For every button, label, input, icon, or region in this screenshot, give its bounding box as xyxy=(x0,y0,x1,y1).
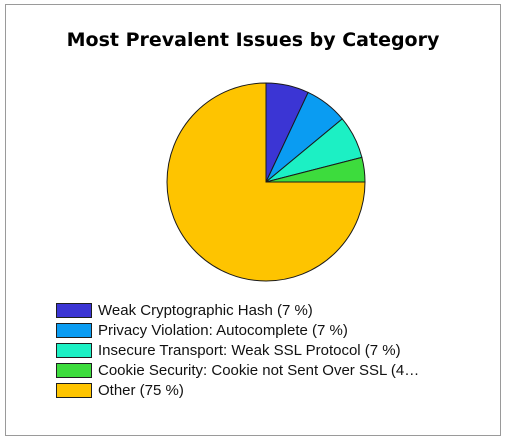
legend-swatch xyxy=(56,363,92,378)
legend-item: Privacy Violation: Autocomplete (7 %) xyxy=(56,321,476,341)
legend-label: Weak Cryptographic Hash (7 %) xyxy=(98,302,313,319)
legend-label: Cookie Security: Cookie not Sent Over SS… xyxy=(98,362,420,379)
chart-legend: Weak Cryptographic Hash (7 %) Privacy Vio… xyxy=(56,301,476,401)
legend-label: Privacy Violation: Autocomplete (7 %) xyxy=(98,322,348,339)
legend-swatch xyxy=(56,323,92,338)
legend-swatch xyxy=(56,303,92,318)
legend-swatch xyxy=(56,383,92,398)
chart-frame: Most Prevalent Issues by Category Weak C… xyxy=(5,4,501,436)
pie-chart xyxy=(166,82,366,282)
pie-slice-4 xyxy=(166,82,366,282)
legend-item: Other (75 %) xyxy=(56,381,476,401)
legend-item: Insecure Transport: Weak SSL Protocol (7… xyxy=(56,341,476,361)
legend-label: Other (75 %) xyxy=(98,382,184,399)
legend-label: Insecure Transport: Weak SSL Protocol (7… xyxy=(98,342,401,359)
chart-title: Most Prevalent Issues by Category xyxy=(66,29,440,51)
legend-item: Cookie Security: Cookie not Sent Over SS… xyxy=(56,361,476,381)
legend-item: Weak Cryptographic Hash (7 %) xyxy=(56,301,476,321)
legend-swatch xyxy=(56,343,92,358)
